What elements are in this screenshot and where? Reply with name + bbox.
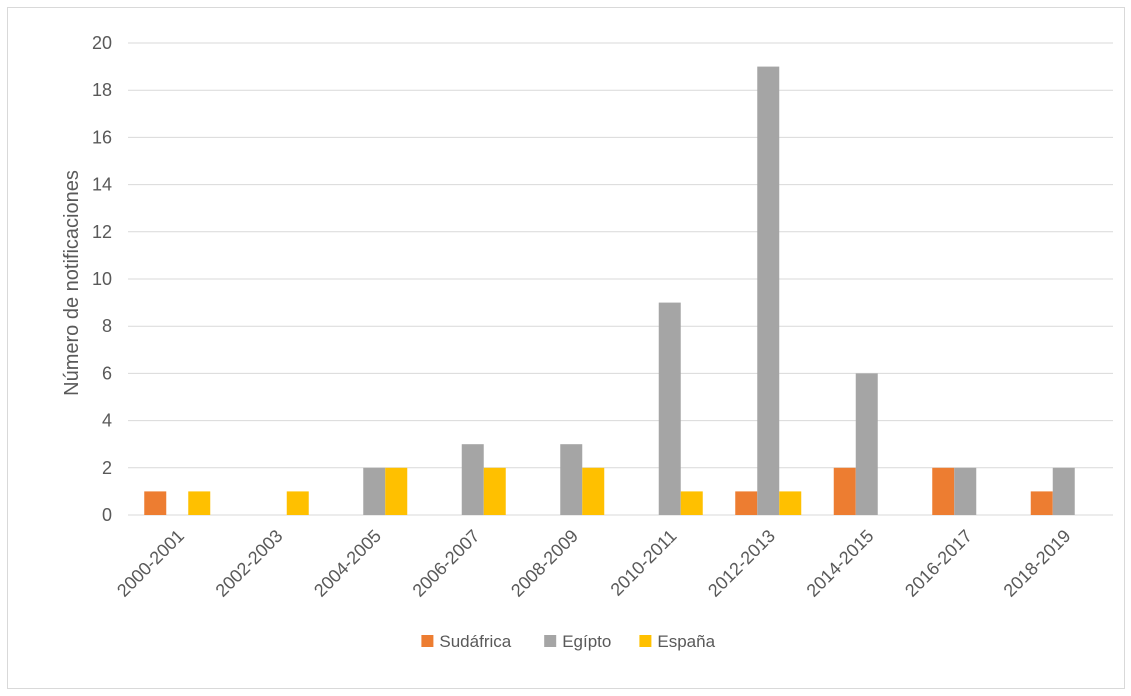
bar (954, 467, 977, 515)
bar (461, 444, 484, 515)
bar (735, 491, 758, 515)
x-tick-label: 2010-2011 (607, 526, 681, 600)
bar (779, 491, 802, 515)
x-tick-label: 2006-2007 (409, 526, 484, 601)
bar (1030, 491, 1053, 515)
x-tick-label: 2000-2001 (113, 526, 188, 601)
y-tick-label: 16 (92, 127, 112, 147)
bar (560, 444, 583, 515)
x-tick-label: 2016-2017 (901, 526, 976, 601)
legend-label: Egípto (562, 632, 611, 651)
y-tick-label: 10 (92, 269, 112, 289)
bar (1052, 467, 1075, 515)
x-axis-ticks: 2000-2001 2002-2003 2004-2005 2006-2007 2008… (113, 526, 1075, 601)
bar (188, 491, 211, 515)
y-tick-label: 8 (102, 316, 112, 336)
bar-chart: 0 2 4 6 8 10 12 14 16 18 20 2000-2001 2002-2003 2004… (61, 33, 1113, 651)
x-tick-label: 2008-2009 (507, 526, 582, 601)
chart-frame: 0 2 4 6 8 10 12 14 16 18 20 2000-2001 2002-2003 2004… (7, 7, 1125, 689)
bar (932, 467, 955, 515)
bar (363, 467, 386, 515)
y-axis-title: Número de notificaciones (61, 170, 83, 396)
y-tick-label: 18 (92, 80, 112, 100)
bar (483, 467, 506, 515)
x-tick-label: 2004-2005 (310, 526, 385, 601)
y-tick-label: 14 (92, 175, 112, 195)
bar (680, 491, 703, 515)
x-tick-label: 2012-2013 (704, 526, 779, 601)
bar (658, 302, 681, 515)
x-tick-label: 2018-2019 (1000, 526, 1075, 601)
bar (286, 491, 309, 515)
bar (757, 66, 780, 515)
y-tick-label: 0 (102, 505, 112, 525)
bar (144, 491, 167, 515)
x-tick-label: 2014-2015 (803, 526, 878, 601)
y-tick-label: 6 (102, 363, 112, 383)
legend-swatch (544, 635, 557, 647)
legend: Sudáfrica Egípto España (421, 632, 716, 651)
bar (582, 467, 605, 515)
bars (144, 66, 1075, 515)
y-axis-ticks: 0 2 4 6 8 10 12 14 16 18 20 (92, 33, 112, 525)
y-tick-label: 2 (102, 458, 112, 478)
legend-label: Sudáfrica (439, 632, 511, 651)
bar (855, 373, 878, 515)
legend-swatch (421, 635, 434, 647)
bar (385, 467, 408, 515)
y-tick-label: 20 (92, 33, 112, 53)
x-tick-label: 2002-2003 (212, 526, 287, 601)
legend-label: España (657, 632, 715, 651)
y-tick-label: 4 (102, 411, 112, 431)
gridlines (128, 42, 1113, 516)
bar (833, 467, 856, 515)
legend-swatch (639, 635, 652, 647)
y-tick-label: 12 (92, 222, 112, 242)
